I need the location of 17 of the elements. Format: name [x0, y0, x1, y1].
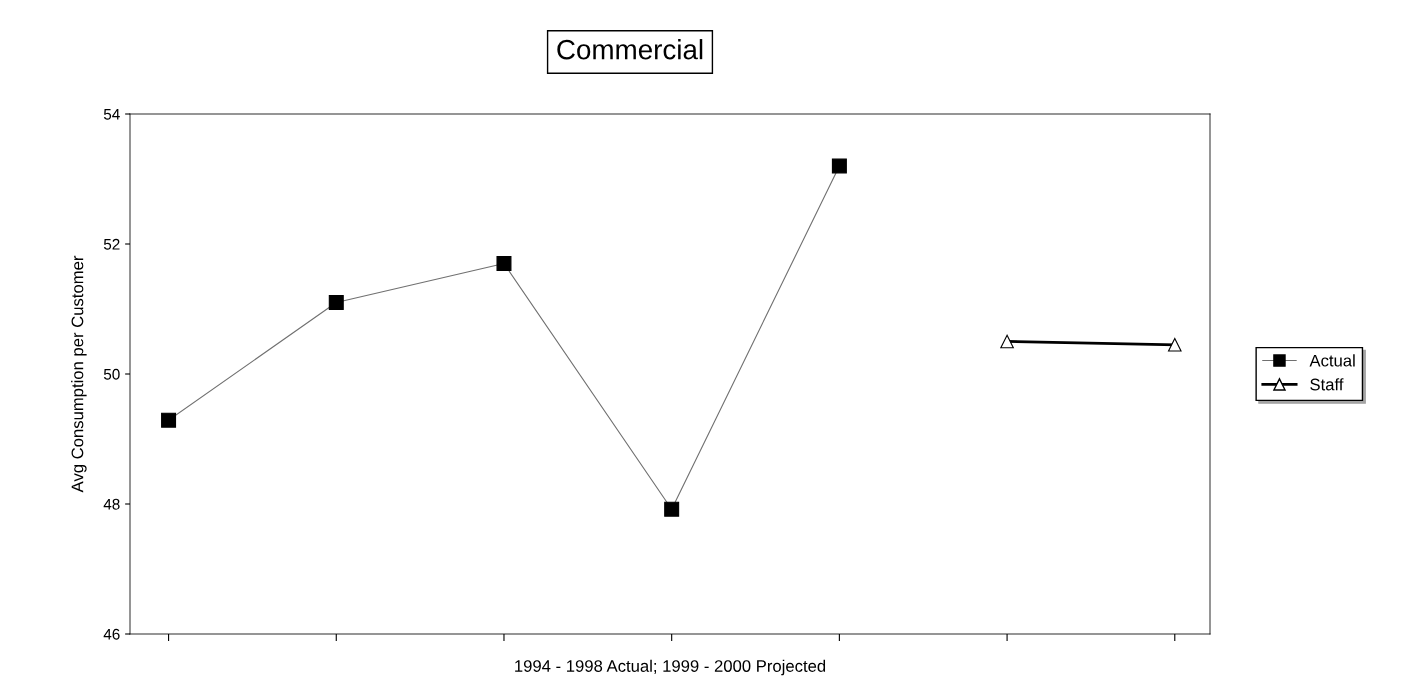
y-tick-label: 48	[103, 498, 120, 510]
x-axis-title: 1994 - 1998 Actual; 1999 - 2000 Projected	[515, 659, 826, 676]
point	[328, 295, 344, 310]
chart-title: Commercial	[557, 39, 703, 60]
y-tick-label: 54	[103, 109, 120, 120]
point	[496, 256, 512, 271]
y-tick-label: 46	[103, 628, 120, 640]
point	[1000, 334, 1014, 349]
point	[161, 412, 177, 428]
point	[664, 501, 680, 517]
y-tick-label: 50	[103, 368, 120, 380]
legend-label: Actual	[1309, 354, 1355, 367]
y-axis-title: Avg Consumption per Customer	[71, 255, 87, 493]
legend-label: Staff	[1310, 378, 1344, 391]
point	[1167, 337, 1182, 352]
point	[831, 158, 847, 174]
y-tick-label: 52	[103, 238, 120, 250]
